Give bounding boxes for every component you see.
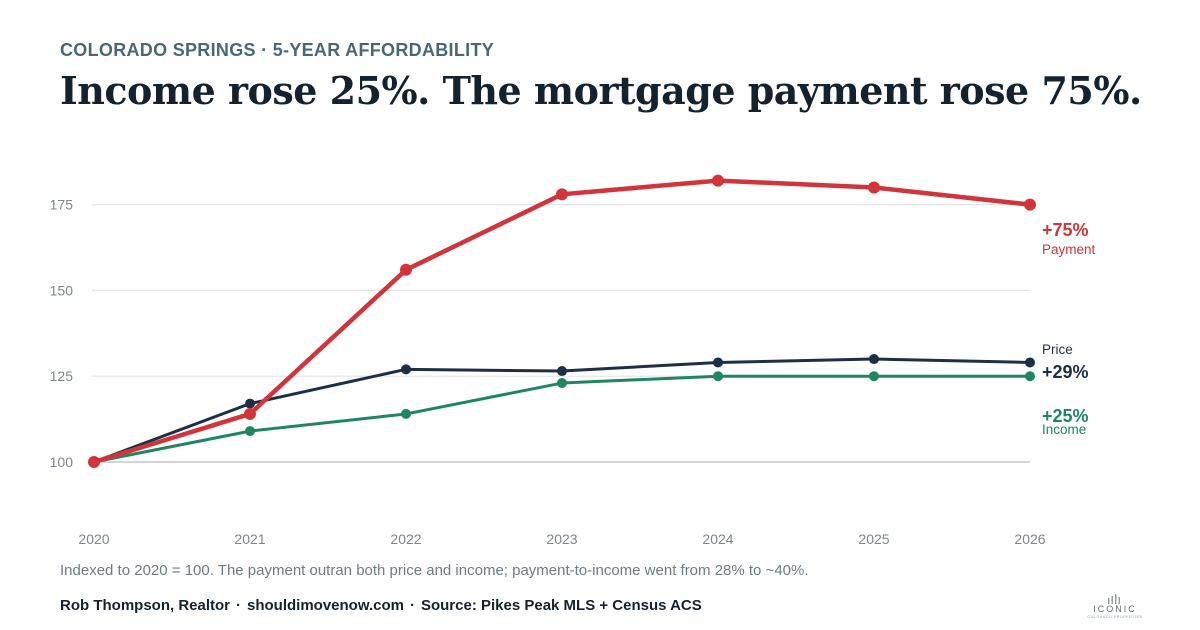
data-point-price-2021 <box>245 398 255 409</box>
data-point-price-2025 <box>869 354 879 365</box>
logo-tagline: COLORADO PROPERTIES <box>1087 615 1143 619</box>
data-point-payment-2024 <box>712 174 724 187</box>
data-point-payment-2021 <box>244 407 256 420</box>
footer-credits: Rob Thompson, Realtor · shouldimovenow.com… <box>60 597 702 614</box>
data-point-income-2021 <box>245 426 255 437</box>
y-tick-label-150: 150 <box>50 282 74 298</box>
y-tick-label-175: 175 <box>50 197 74 213</box>
data-point-payment-2022 <box>400 263 412 276</box>
data-point-income-2023 <box>557 378 567 389</box>
chart-headline: Income rose 25%. The mortgage payment ro… <box>60 68 1142 113</box>
data-point-income-2025 <box>869 371 879 382</box>
end-series-label-price: Price <box>1042 342 1073 357</box>
end-value-label-income: +25% <box>1042 406 1089 426</box>
end-series-label-income: Income <box>1042 422 1086 437</box>
data-point-payment-2020 <box>88 455 100 468</box>
data-point-income-2022 <box>401 408 411 419</box>
data-point-income-2026 <box>1025 371 1035 382</box>
series-line-payment <box>91 178 1033 465</box>
chart-eyebrow: COLORADO SPRINGS · 5-YEAR AFFORDABILITY <box>60 40 495 60</box>
data-point-price-2026 <box>1025 357 1035 368</box>
end-value-label-price: +29% <box>1042 362 1089 382</box>
data-point-price-2024 <box>713 357 723 368</box>
data-point-payment-2025 <box>868 181 880 194</box>
logo-mark-icon <box>1108 594 1120 604</box>
footer-site-link[interactable]: shouldimovenow.com <box>247 597 404 614</box>
x-tick-label-2025: 2025 <box>858 531 889 547</box>
data-point-price-2022 <box>401 364 411 375</box>
data-point-income-2024 <box>713 371 723 382</box>
data-point-payment-2026 <box>1024 198 1036 211</box>
footer-author: Rob Thompson, Realtor <box>60 597 230 614</box>
end-value-label-payment: +75% <box>1042 220 1089 240</box>
y-tick-label-125: 125 <box>50 368 74 384</box>
y-tick-label-100: 100 <box>50 454 74 470</box>
brand-logo: ICONIC COLORADO PROPERTIES <box>1086 594 1144 624</box>
x-tick-label-2021: 2021 <box>234 531 265 547</box>
footer-source: Source: Pikes Peak MLS + Census ACS <box>420 597 702 614</box>
data-point-payment-2023 <box>556 188 568 201</box>
logo-wordmark: ICONIC <box>1093 604 1137 614</box>
data-point-price-2023 <box>557 366 567 377</box>
x-tick-label-2022: 2022 <box>390 531 421 547</box>
x-tick-label-2020: 2020 <box>78 531 109 547</box>
chart-footnote: Indexed to 2020 = 100. The payment outra… <box>60 562 809 579</box>
x-tick-label-2024: 2024 <box>702 531 733 547</box>
x-tick-label-2026: 2026 <box>1014 531 1045 547</box>
end-series-label-payment: Payment <box>1042 242 1096 257</box>
x-tick-label-2023: 2023 <box>546 531 577 547</box>
